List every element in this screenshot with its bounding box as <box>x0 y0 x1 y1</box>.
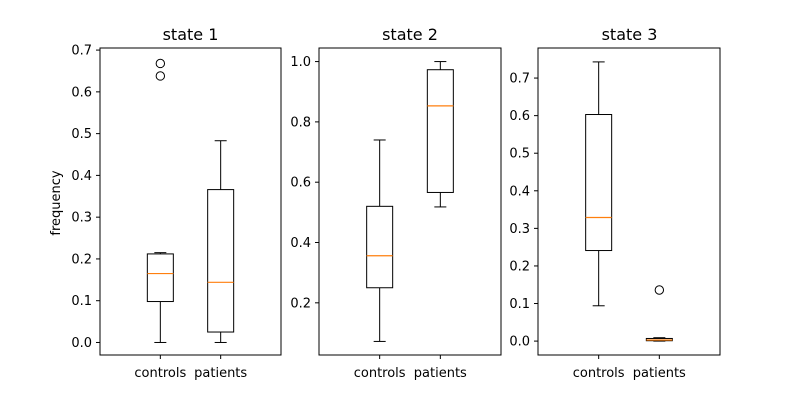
y-tick-label: 0.8 <box>290 115 311 130</box>
y-tick-label: 0.5 <box>509 147 530 162</box>
box-patients <box>207 140 235 343</box>
box-iqr <box>426 69 454 193</box>
x-tick-label: controls <box>134 366 186 381</box>
y-tick-label: 0.4 <box>290 236 311 251</box>
y-tick-label: 1.0 <box>290 55 311 70</box>
x-tick-label: controls <box>354 366 406 381</box>
outlier-point <box>155 58 166 69</box>
x-tick-label: patients <box>194 366 247 381</box>
subplot-state-3: state 3 0.0 0.1 0.2 0.3 0.4 0.5 0.6 0.7 controls… <box>509 25 721 381</box>
subplot-state-1: state 1 0.0 0.1 0.2 0.3 0.4 0.5 0.6 0.7 controls… <box>71 25 282 381</box>
outlier-point <box>654 285 665 295</box>
y-tick-label: 0.7 <box>71 44 92 59</box>
subplot-title: state 1 <box>163 25 219 44</box>
subplot-title: state 2 <box>382 25 438 44</box>
box-iqr <box>146 253 174 303</box>
plot-frame <box>99 47 282 356</box>
y-tick-label: 0.4 <box>509 184 530 199</box>
x-tick-label: controls <box>573 366 625 381</box>
y-tick-label: 0.5 <box>71 127 92 142</box>
box-patients <box>645 285 673 342</box>
box-patients <box>426 61 454 208</box>
subplot-state-2: state 2 0.2 0.4 0.6 0.8 1.0 controls patients <box>290 25 502 381</box>
y-tick-label: 0.0 <box>509 335 530 350</box>
y-tick-label: 0.1 <box>71 294 92 309</box>
y-tick-label: 0.3 <box>71 211 92 226</box>
y-tick-label: 0.4 <box>71 169 92 184</box>
box-iqr <box>585 114 613 252</box>
outlier-point <box>155 71 166 81</box>
y-axis-label: frequency <box>49 170 64 236</box>
y-tick-label: 0.0 <box>71 336 92 351</box>
y-tick-label: 0.2 <box>290 296 311 311</box>
plot-frame <box>537 47 721 356</box>
plot-frame <box>318 47 502 356</box>
y-tick-label: 0.3 <box>509 222 530 237</box>
y-tick-label: 0.6 <box>290 176 311 191</box>
box-iqr <box>366 205 394 289</box>
y-tick-label: 0.2 <box>509 259 530 274</box>
subplot-title: state 3 <box>602 25 658 44</box>
y-tick-label: 0.2 <box>71 252 92 267</box>
x-tick-label: patients <box>414 366 467 381</box>
box-controls <box>366 139 394 342</box>
box-controls <box>585 61 613 307</box>
box-iqr <box>207 189 235 333</box>
y-tick-label: 0.6 <box>509 109 530 124</box>
y-tick-label: 0.7 <box>509 72 530 87</box>
x-tick-label: patients <box>633 366 686 381</box>
box-controls <box>146 58 174 343</box>
y-tick-label: 0.1 <box>509 297 530 312</box>
y-tick-label: 0.6 <box>71 85 92 100</box>
